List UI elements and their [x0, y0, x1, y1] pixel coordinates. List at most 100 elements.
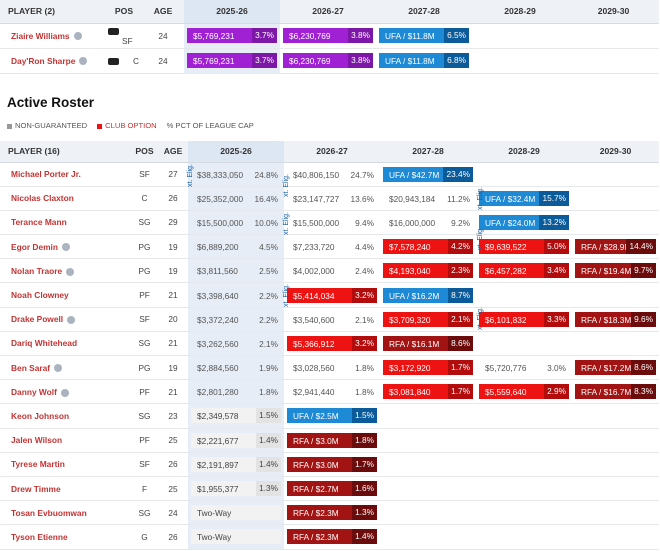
column-header[interactable]: 2029-30 [568, 0, 659, 24]
cap-percent: 2.1% [448, 311, 473, 327]
salary-cell[interactable]: UFA / $32.4M 15.7% [479, 190, 569, 206]
salary-cell[interactable]: RFA / $19.4M 9.7% [575, 263, 656, 279]
player-name-cell[interactable]: Drake Powell [0, 307, 131, 331]
column-header[interactable]: PLAYER (2) [0, 0, 106, 24]
player-name-cell[interactable]: Michael Porter Jr. [0, 162, 131, 186]
salary-cell[interactable]: UFA / $16.2M 8.7% [383, 287, 473, 303]
salary-cell[interactable]: $4,193,040 2.3% [383, 263, 473, 279]
player-name-cell[interactable]: Nolan Traore [0, 259, 131, 283]
season-cell [572, 331, 659, 355]
player-name[interactable]: Jalen Wilson [11, 435, 63, 446]
player-name-cell[interactable]: Dariq Whitehead [0, 331, 131, 355]
player-status-icon[interactable] [54, 364, 63, 373]
column-header[interactable]: POS [106, 0, 142, 24]
player-name[interactable]: Danny Wolf [11, 386, 57, 397]
player-name-cell[interactable]: Terance Mann [0, 210, 131, 234]
column-header[interactable]: 2026-27 [284, 141, 380, 163]
salary-value: $2,801,280 [197, 387, 239, 398]
column-header[interactable]: AGE [142, 0, 184, 24]
salary-cell[interactable]: RFA / $2.3M 1.3% [287, 505, 377, 521]
salary-cell[interactable]: $5,414,034 3.2% [287, 287, 377, 303]
player-name[interactable]: Terance Mann [11, 217, 67, 228]
salary-cell[interactable]: $6,457,282 3.4% [479, 263, 569, 279]
player-name[interactable]: Drake Powell [11, 314, 64, 325]
column-header[interactable]: 2027-28 [376, 0, 472, 24]
player-status-icon[interactable] [62, 243, 70, 252]
salary-cell[interactable]: $3,081,840 1.7% [383, 384, 473, 400]
salary-cell[interactable]: RFA / $2.3M 1.4% [287, 529, 377, 545]
cap-percent: 13.6% [350, 193, 374, 204]
salary-cell[interactable]: RFA / $3.0M 1.8% [287, 432, 377, 448]
column-header[interactable]: 2029-30 [572, 141, 659, 163]
player-name[interactable]: Ziaire Williams [11, 30, 70, 41]
salary-cell[interactable]: $5,769,231 3.7% [187, 28, 277, 43]
column-header[interactable]: 2028-29 [476, 141, 572, 163]
column-header[interactable]: POS [131, 141, 158, 163]
salary-cell[interactable]: UFA / $24.0M 13.2% [479, 214, 569, 230]
salary-cell[interactable]: $3,709,320 2.1% [383, 311, 473, 327]
salary-cell[interactable]: $5,366,912 3.2% [287, 335, 377, 351]
player-name-cell[interactable]: Tyrese Martin [0, 452, 131, 476]
salary-cell[interactable]: RFA / $2.7M 1.6% [287, 481, 377, 497]
salary-cell[interactable]: UFA / $11.8M 6.5% [379, 28, 469, 43]
player-name-cell[interactable]: Drew Timme [0, 476, 131, 500]
player-name-cell[interactable]: Tosan Evbuomwan [0, 501, 131, 525]
player-name[interactable]: Drew Timme [11, 483, 61, 494]
salary-cell[interactable]: $6,230,769 3.8% [283, 28, 373, 43]
column-header[interactable]: 2025-26 [188, 141, 284, 163]
salary-cell[interactable]: UFA / $2.5M 1.5% [287, 408, 377, 424]
salary-cell[interactable]: UFA / $11.8M 6.8% [379, 53, 469, 68]
season-cell [572, 452, 659, 476]
salary-cell[interactable]: RFA / $18.3M 9.6% [575, 311, 656, 327]
salary-cell[interactable]: $3,172,920 1.7% [383, 360, 473, 376]
player-status-icon[interactable] [67, 316, 76, 324]
salary-cell[interactable]: $7,578,240 4.2% [383, 239, 473, 255]
player-name[interactable]: Noah Clowney [11, 290, 69, 301]
player-name-cell[interactable]: Nicolas Claxton [0, 186, 131, 210]
salary-cell[interactable]: UFA / $42.7M 23.4% [383, 166, 473, 182]
salary-cell[interactable]: $5,559,640 2.9% [479, 384, 569, 400]
player-name[interactable]: Ben Saraf [11, 362, 51, 373]
player-name[interactable]: Tosan Evbuomwan [11, 507, 87, 518]
player-name[interactable]: Nolan Traore [11, 265, 63, 276]
season-cell: RFA / $28.9M 14.4% [572, 235, 659, 259]
player-status-icon[interactable] [66, 267, 75, 276]
column-header[interactable]: 2026-27 [280, 0, 376, 24]
salary-cell[interactable]: RFA / $16.7M 8.3% [575, 384, 656, 400]
player-status-icon[interactable] [60, 388, 69, 397]
salary-value: UFA / $11.8M [385, 31, 435, 41]
player-name-cell[interactable]: Tyson Etienne [0, 525, 131, 549]
player-name-cell[interactable]: Day'Ron Sharpe [0, 48, 106, 73]
player-name[interactable]: Egor Demin [11, 241, 58, 252]
player-name-cell[interactable]: Ben Saraf [0, 356, 131, 380]
salary-cell: $1,955,377 1.3% [191, 481, 281, 497]
player-name[interactable]: Keon Johnson [11, 410, 70, 421]
column-header[interactable]: 2027-28 [380, 141, 476, 163]
column-header[interactable]: AGE [158, 141, 188, 163]
player-name-cell[interactable]: Noah Clowney [0, 283, 131, 307]
column-header[interactable]: PLAYER (16) [0, 141, 131, 163]
salary-cell[interactable]: $5,769,231 3.7% [187, 53, 277, 68]
column-header[interactable]: 2028-29 [472, 0, 568, 24]
salary-cell[interactable]: RFA / $28.9M 14.4% [575, 239, 656, 255]
column-header[interactable]: 2025-26 [184, 0, 280, 24]
salary-cell[interactable]: $6,230,769 3.8% [283, 53, 373, 68]
player-name[interactable]: Dariq Whitehead [11, 338, 78, 349]
player-name[interactable]: Nicolas Claxton [11, 193, 74, 204]
player-name[interactable]: Michael Porter Jr. [11, 169, 81, 180]
salary-cell[interactable]: $9,639,522 5.0% [479, 239, 569, 255]
player-name[interactable]: Day'Ron Sharpe [11, 55, 76, 66]
salary-cell[interactable]: RFA / $3.0M 1.7% [287, 456, 377, 472]
player-name-cell[interactable]: Danny Wolf [0, 380, 131, 404]
player-status-icon[interactable] [73, 32, 82, 41]
player-status-icon[interactable] [79, 57, 88, 66]
salary-cell[interactable]: RFA / $16.1M 8.6% [383, 335, 473, 351]
player-name[interactable]: Tyrese Martin [11, 459, 65, 470]
player-name-cell[interactable]: Jalen Wilson [0, 428, 131, 452]
salary-cell[interactable]: $6,101,832 3.3% [479, 311, 569, 327]
player-name-cell[interactable]: Keon Johnson [0, 404, 131, 428]
player-name[interactable]: Tyson Etienne [11, 531, 68, 542]
player-name-cell[interactable]: Egor Demin [0, 235, 131, 259]
salary-cell[interactable]: RFA / $17.2M 8.6% [575, 360, 656, 376]
player-name-cell[interactable]: Ziaire Williams [0, 23, 106, 48]
